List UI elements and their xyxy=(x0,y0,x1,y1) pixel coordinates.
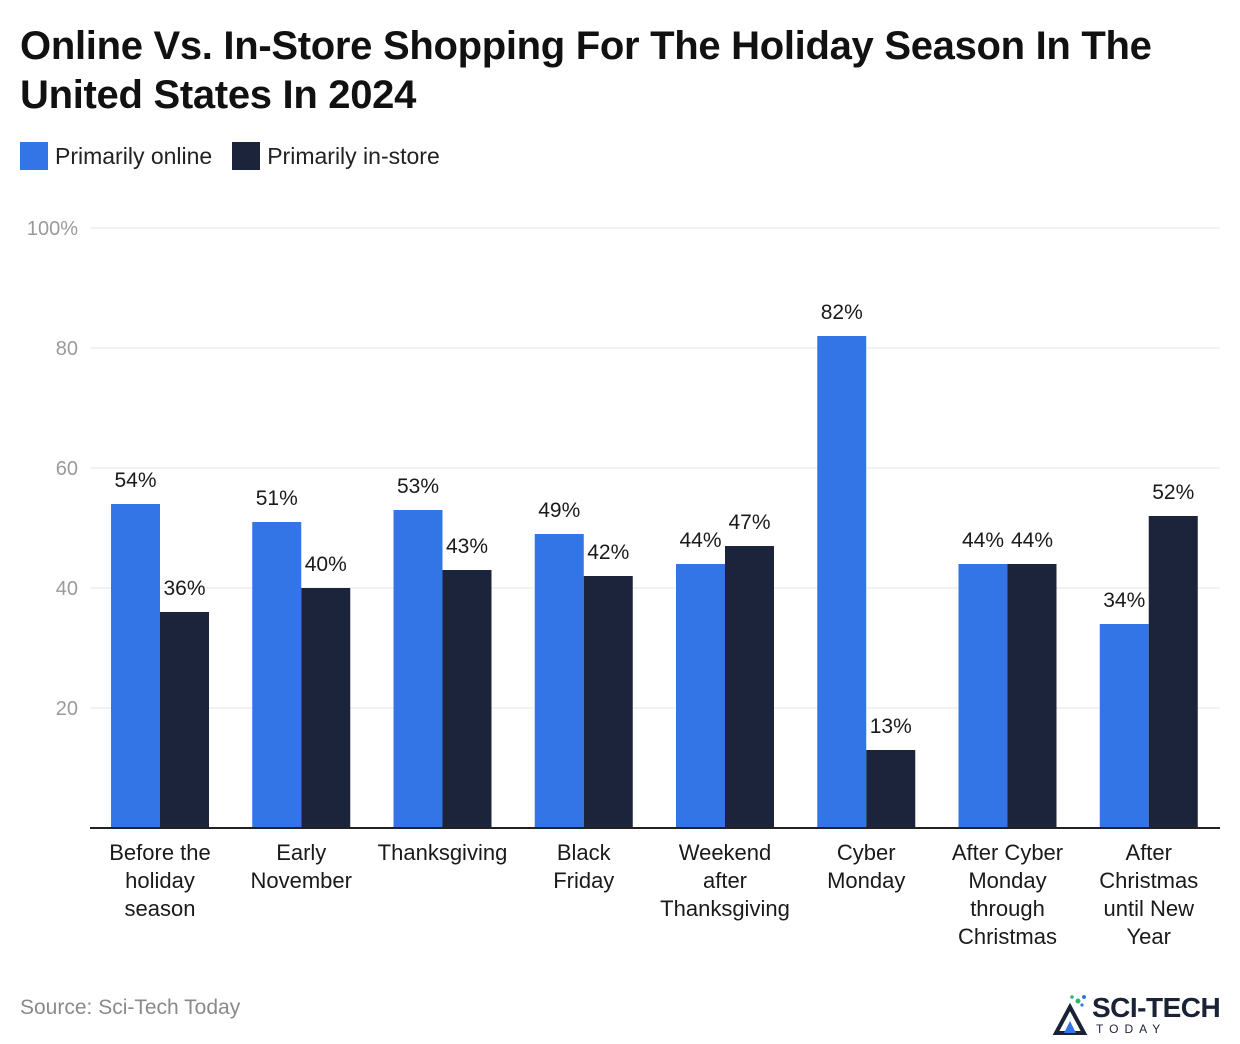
legend-label-online: Primarily online xyxy=(55,142,213,169)
bar-instore xyxy=(866,750,916,828)
logo-text: SCI-TECH xyxy=(1092,992,1221,1023)
bar-online xyxy=(676,564,725,828)
legend: Primarily online Primarily in-store xyxy=(20,142,460,170)
x-category-label: Cyber Monday xyxy=(827,840,905,893)
legend-swatch-instore xyxy=(232,142,261,170)
data-label-instore: 13% xyxy=(870,715,912,738)
x-category-label: Weekend after Thanksgiving xyxy=(660,840,790,921)
source-note: Source: Sci-Tech Today xyxy=(20,996,241,1019)
legend-swatch-online xyxy=(20,142,48,170)
data-label-instore: 47% xyxy=(728,511,770,534)
sci-tech-logo: SCI-TECH TODAY xyxy=(1052,993,1230,1037)
data-label-online: 53% xyxy=(397,475,439,498)
chart-title: Online Vs. In-Store Shopping For The Hol… xyxy=(20,24,1152,117)
data-label-online: 49% xyxy=(538,499,580,522)
bar-instore xyxy=(160,612,209,828)
bar-instore xyxy=(1007,564,1057,828)
data-label-instore: 44% xyxy=(1011,529,1053,552)
bar-online xyxy=(1099,624,1149,828)
bar-instore xyxy=(725,546,774,828)
bar-online xyxy=(817,336,867,828)
bar-instore xyxy=(301,588,351,828)
data-label-online: 34% xyxy=(1103,589,1145,612)
bar-chart: 20 40 60 80 100% 54% 36% Before the holiday seaso… xyxy=(27,218,1220,949)
data-label-online: 44% xyxy=(962,529,1004,552)
data-label-instore: 43% xyxy=(446,535,488,558)
bar-online xyxy=(534,534,584,828)
y-tick-label: 100% xyxy=(27,218,78,240)
data-label-instore: 40% xyxy=(305,553,347,576)
x-category-label: After Christmas until New Year xyxy=(1099,840,1198,949)
legend-item-online[interactable]: Primarily online xyxy=(20,142,212,170)
logo-mark-icon xyxy=(1052,995,1088,1035)
data-label-online: 82% xyxy=(821,301,863,324)
data-label-instore: 52% xyxy=(1152,481,1194,504)
data-label-online: 44% xyxy=(679,529,721,552)
data-label-instore: 36% xyxy=(163,577,205,600)
x-category-label: Early November xyxy=(251,840,352,893)
legend-item-instore[interactable]: Primarily in-store xyxy=(232,142,440,170)
y-tick-label: 20 xyxy=(56,698,78,720)
legend-label-instore: Primarily in-store xyxy=(267,142,440,169)
y-tick-label: 80 xyxy=(56,338,78,360)
bar-instore xyxy=(1148,516,1198,828)
data-label-instore: 42% xyxy=(587,541,629,564)
bar-online xyxy=(111,504,160,828)
bar-instore xyxy=(583,576,633,828)
bar-online xyxy=(252,522,302,828)
bar-online xyxy=(393,510,443,828)
data-label-online: 54% xyxy=(114,469,156,492)
x-category-label: Black Friday xyxy=(553,840,614,893)
bar-instore xyxy=(442,570,492,828)
y-tick-label: 60 xyxy=(56,458,78,480)
data-label-online: 51% xyxy=(256,487,298,510)
bar-online xyxy=(958,564,1008,828)
x-category-label: Before the holiday season xyxy=(109,840,211,921)
logo-subtext: TODAY xyxy=(1096,1022,1167,1036)
y-tick-label: 40 xyxy=(56,578,78,600)
x-category-label: Thanksgiving xyxy=(378,840,508,865)
x-category-label: After Cyber Monday through Christmas xyxy=(952,840,1063,949)
